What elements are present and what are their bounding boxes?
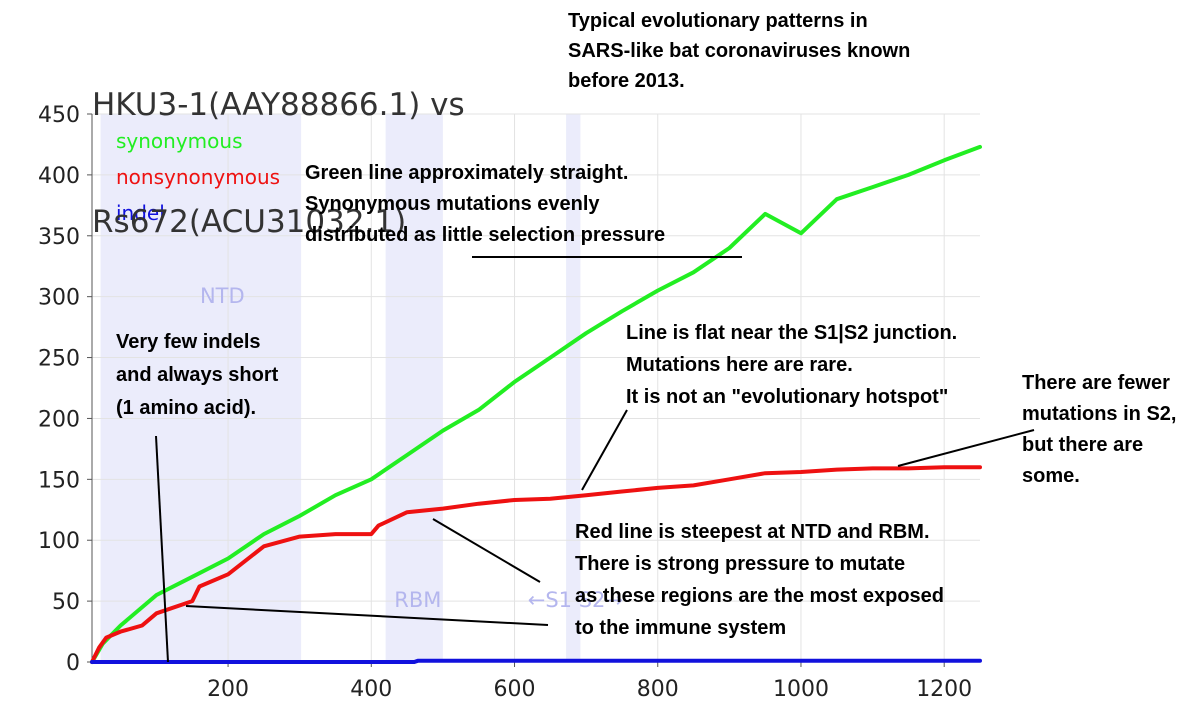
junction-label: ←S1 S2→: [528, 588, 623, 612]
y-tick-label: 150: [38, 468, 80, 493]
legend-entry: nonsynonymous: [116, 165, 280, 189]
region-band: [566, 114, 581, 662]
annotation-line: Green line approximately straight.: [305, 162, 629, 184]
annotation-line: some.: [1022, 465, 1080, 487]
series-line-nonsynonymous: [90, 465, 982, 664]
y-tick-label: 450: [38, 103, 80, 128]
y-tick-label: 0: [66, 651, 80, 676]
series-lines: [90, 144, 982, 664]
callout-line: [185, 605, 549, 626]
region-label: RBM: [394, 588, 441, 612]
annotation-line: Mutations here are rare.: [626, 354, 853, 376]
annotation-s2: There are fewer mutations in S2, but the…: [1022, 368, 1176, 492]
annotation-line: (1 amino acid).: [116, 397, 257, 419]
annotation-indels: Very few indels and always short (1 amin…: [116, 326, 278, 425]
y-tick-label: 50: [52, 590, 80, 615]
series-line-indel: [90, 658, 982, 664]
y-tick-label: 100: [38, 529, 80, 554]
region-labels: NTD RBM ←S1 S2→: [200, 284, 623, 612]
annotation-line: There are fewer: [1022, 372, 1170, 394]
y-tick-label: 350: [38, 225, 80, 250]
callout-line: [581, 409, 628, 491]
series-line-synonymous: [90, 144, 982, 664]
annotation-line: distributed as little selection pressure: [305, 224, 666, 246]
x-tick-label: 400: [350, 677, 392, 702]
legend: synonymous nonsynonymous indel: [116, 129, 280, 225]
annotation-line: before 2013.: [568, 70, 685, 92]
y-tick-label: 250: [38, 347, 80, 372]
annotation-line: It is not an "evolutionary hotspot": [626, 386, 949, 408]
chart-title-line: Rs672(ACU31032.1): [92, 204, 407, 240]
legend-entry: synonymous: [116, 129, 243, 153]
x-tick-label: 1000: [773, 677, 829, 702]
annotation-line: SARS-like bat coronaviruses known: [568, 40, 911, 62]
annotation-line: Red line is steepest at NTD and RBM.: [575, 521, 930, 543]
y-tick-label: 400: [38, 164, 80, 189]
region-label: NTD: [200, 284, 245, 308]
annotation-line: mutations in S2,: [1022, 403, 1177, 425]
annotation-line: Synonymous mutations evenly: [305, 193, 600, 215]
callout-line: [432, 518, 541, 583]
callout-line: [897, 429, 1035, 467]
y-axis-ticks: 0 50 100 150 200 250 300 350 400 450: [38, 103, 92, 676]
x-tick-label: 800: [637, 677, 679, 702]
annotation-line: There is strong pressure to mutate: [575, 553, 906, 575]
callout-line: [155, 435, 169, 663]
annotation-line: to the immune system: [575, 617, 787, 639]
x-tick-label: 1200: [916, 677, 972, 702]
annotation-red-line: Red line is steepest at NTD and RBM. The…: [575, 516, 944, 644]
legend-entry: indel: [116, 201, 165, 225]
annotation-line: Very few indels: [116, 331, 261, 353]
annotation-green-line: Green line approximately straight. Synon…: [305, 158, 665, 251]
region-band: [385, 114, 443, 662]
x-axis-ticks: 200 400 600 800 1000 1200: [207, 662, 972, 702]
chart-title-line: HKU3-1(AAY88866.1) vs: [92, 87, 465, 123]
annotation-line: Line is flat near the S1|S2 junction.: [626, 322, 958, 344]
callout-lines: [155, 256, 1035, 663]
x-tick-label: 200: [207, 677, 249, 702]
chart-title: HKU3-1(AAY88866.1) vs Rs672(ACU31032.1): [92, 8, 465, 281]
annotation-typical-patterns: Typical evolutionary patterns in SARS-li…: [568, 6, 910, 96]
annotation-junction: Line is flat near the S1|S2 junction. Mu…: [626, 317, 957, 413]
annotation-line: and always short: [116, 364, 279, 386]
annotation-line: but there are: [1022, 434, 1144, 456]
y-tick-label: 300: [38, 286, 80, 311]
x-tick-label: 600: [494, 677, 536, 702]
annotation-line: Typical evolutionary patterns in: [568, 10, 868, 32]
y-tick-label: 200: [38, 407, 80, 432]
annotation-line: as these regions are the most exposed: [575, 585, 945, 607]
